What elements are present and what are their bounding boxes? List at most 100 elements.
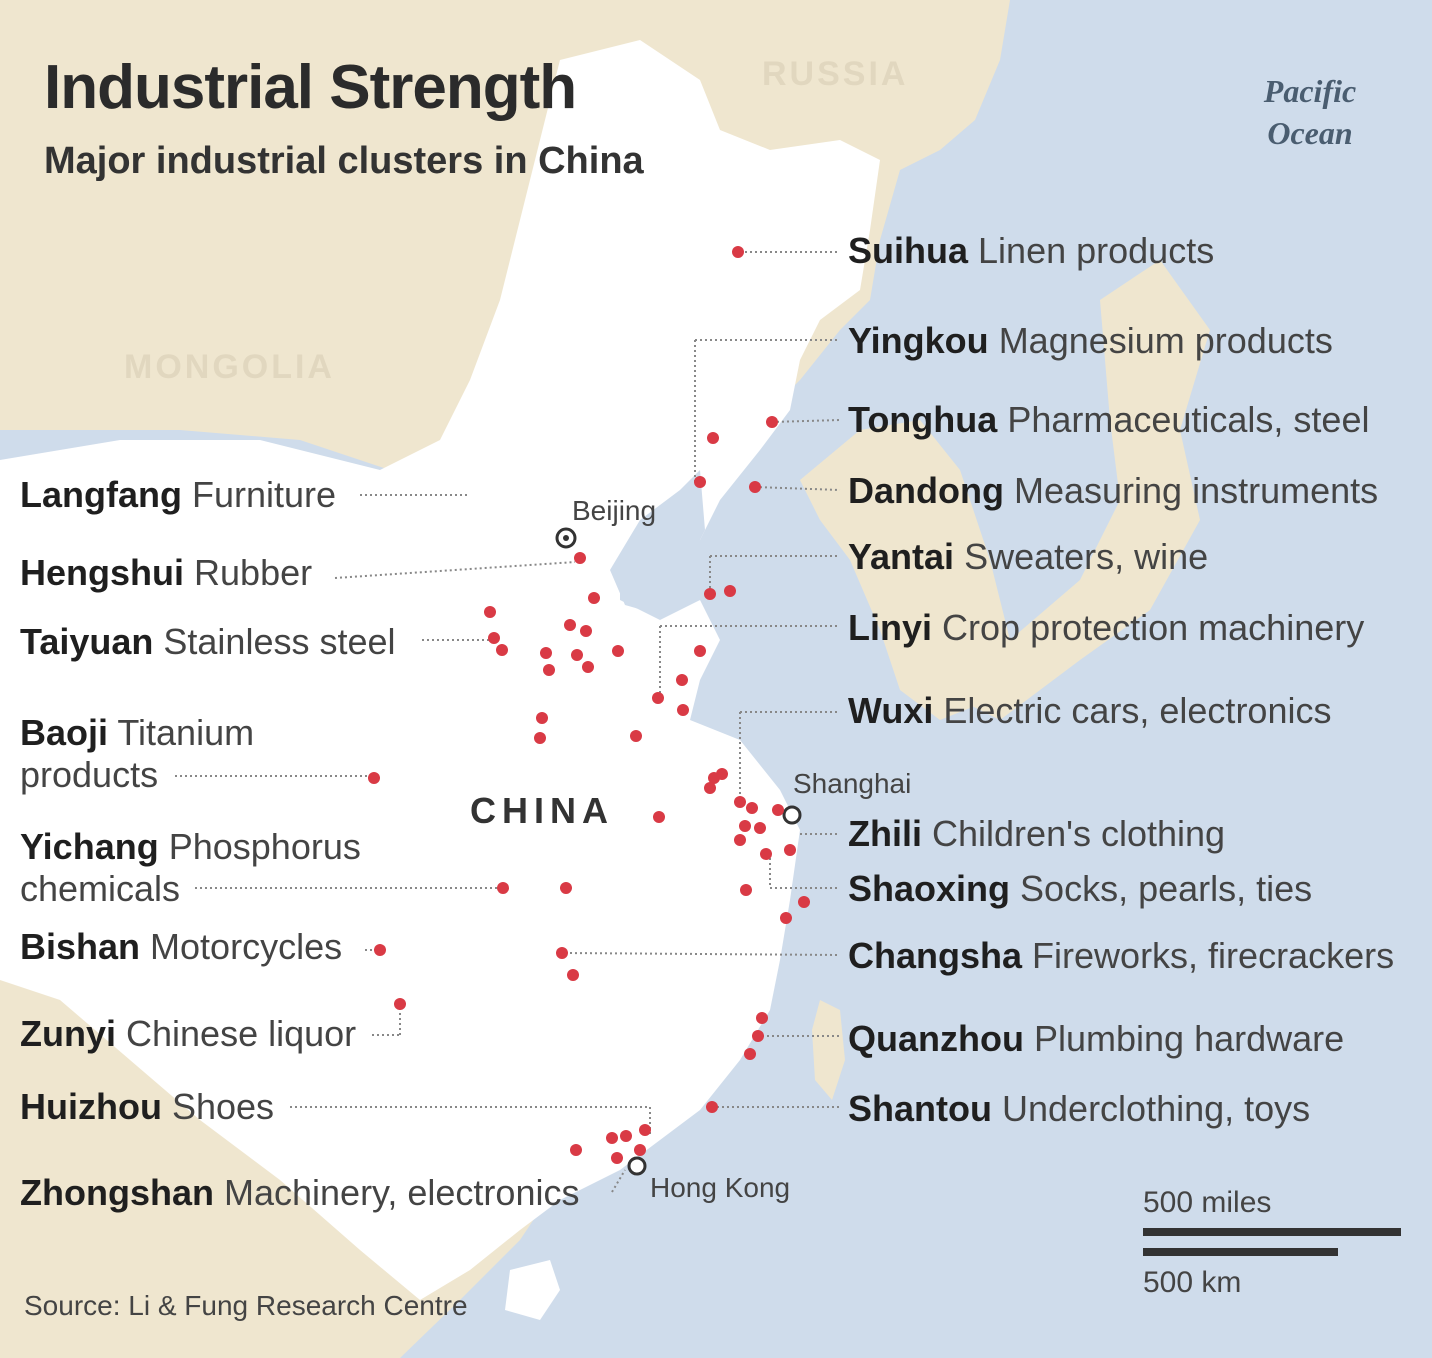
cluster-product: Chinese liquor [126,1013,357,1054]
cluster-label-linyi: Linyi Crop protection machinery [848,607,1364,649]
cluster-name: Huizhou [20,1086,162,1127]
cluster-name: Yingkou [848,320,989,361]
cluster-label-taiyuan: Taiyuan Stainless steel [20,621,396,663]
cluster-label-zhongshan: Zhongshan Machinery, electronics [20,1172,579,1214]
cluster-label-yichang: Yichang Phosphorus chemicals [20,826,361,910]
cluster-dot [734,834,746,846]
cluster-dot [540,647,552,659]
ocean-label-line: Pacific [1263,73,1357,109]
cluster-product: Electric cars, electronics [943,690,1332,731]
cluster-label-yingkou: Yingkou Magnesium products [848,320,1333,362]
cluster-product: Socks, pearls, ties [1020,868,1313,909]
ocean-label: Pacific Ocean [1230,70,1390,154]
cluster-label-zhili: Zhili Children's clothing [848,813,1225,855]
cluster-label-baoji: Baoji Titanium products [20,712,254,796]
cluster-name: Baoji [20,712,109,753]
map-subtitle: Major industrial clusters in China [44,140,644,182]
cluster-dot [732,246,744,258]
source-note: Source: Li & Fung Research Centre [24,1290,468,1321]
cluster-label-hengshui: Hengshui Rubber [20,552,312,594]
cluster-name: Taiyuan [20,621,154,662]
beijing-marker-center [563,535,569,541]
cluster-dot [536,712,548,724]
cluster-dot [694,476,706,488]
cluster-dot [574,552,586,564]
scale-bar-km [1143,1248,1338,1256]
cluster-product: Sweaters, wine [964,536,1209,577]
cluster-label-changsha: Changsha Fireworks, firecrackers [848,935,1394,977]
cluster-label-suihua: Suihua Linen products [848,230,1214,272]
cluster-dot [676,674,688,686]
cluster-dot [704,588,716,600]
cluster-dot [704,782,716,794]
cluster-dot [606,1132,618,1144]
cluster-dot [780,912,792,924]
cluster-dot [744,1048,756,1060]
cluster-dot [488,632,500,644]
cluster-label-yantai: Yantai Sweaters, wine [848,536,1208,578]
cluster-dot [374,944,386,956]
cluster-dot [556,947,568,959]
city-label-beijing: Beijing [572,495,657,526]
cluster-dot [772,804,784,816]
cluster-dot [639,1124,651,1136]
cluster-name: Changsha [848,935,1023,976]
china-land [0,40,880,1300]
city-label-hong-kong: Hong Kong [650,1172,791,1203]
cluster-dot [567,969,579,981]
cluster-label-shantou: Shantou Underclothing, toys [848,1088,1310,1130]
cluster-dot [724,585,736,597]
cluster-name: Langfang [20,474,182,515]
cluster-dot [368,772,380,784]
cluster-name: Yichang [20,826,159,867]
cluster-dot [740,884,752,896]
cluster-dot [620,1130,632,1142]
cluster-dot [580,625,592,637]
region-label-china: CHINA [470,790,614,831]
cluster-dot [564,619,576,631]
cluster-dot [752,1030,764,1042]
leader-lines [175,251,841,1193]
cluster-product: Underclothing, toys [1002,1088,1311,1129]
cluster-product: Titanium [117,712,255,753]
cluster-dot [634,1144,646,1156]
map-title: Industrial Strength [44,53,577,122]
cluster-name: Dandong [848,470,1004,511]
region-label-russia: RUSSIA [762,55,909,93]
cluster-product: Furniture [192,474,337,515]
cluster-dot [760,848,772,860]
cluster-dot [582,661,594,673]
cluster-product: Machinery, electronics [224,1172,580,1213]
cluster-dot [496,644,508,656]
cluster-dot [707,432,719,444]
cluster-dot [543,664,555,676]
cluster-product: Linen products [978,230,1215,271]
korea-land [800,420,1010,720]
cluster-dot [677,704,689,716]
cluster-product: Motorcycles [150,926,343,967]
cluster-label-zunyi: Zunyi Chinese liquor [20,1013,356,1055]
japan-land [960,260,1210,720]
scale-bar-miles [1143,1228,1401,1236]
cluster-dot [746,802,758,814]
cluster-product: Pharmaceuticals, steel [1007,399,1370,440]
cluster-label-huizhou: Huizhou Shoes [20,1086,274,1128]
cluster-product: Shoes [171,1086,275,1127]
cluster-name: Yantai [848,536,955,577]
city-label-shanghai: Shanghai [793,768,912,799]
cluster-product: Rubber [194,552,313,593]
scale-label-km: 500 km [1143,1266,1242,1299]
cluster-name: Shantou [848,1088,992,1129]
cluster-name: Hengshui [20,552,185,593]
cluster-dot [694,645,706,657]
cluster-dot [784,844,796,856]
region-label-mongolia: MONGOLIA [124,348,335,386]
cluster-name: Suihua [848,230,969,271]
cluster-dot [754,822,766,834]
shanghai-marker [782,805,802,825]
cluster-name: Quanzhou [848,1018,1024,1059]
cluster-dot [756,1012,768,1024]
cluster-label-shaoxing: Shaoxing Socks, pearls, ties [848,868,1312,910]
taiwan-land [812,1000,845,1100]
cluster-product: Crop protection machinery [942,607,1365,648]
